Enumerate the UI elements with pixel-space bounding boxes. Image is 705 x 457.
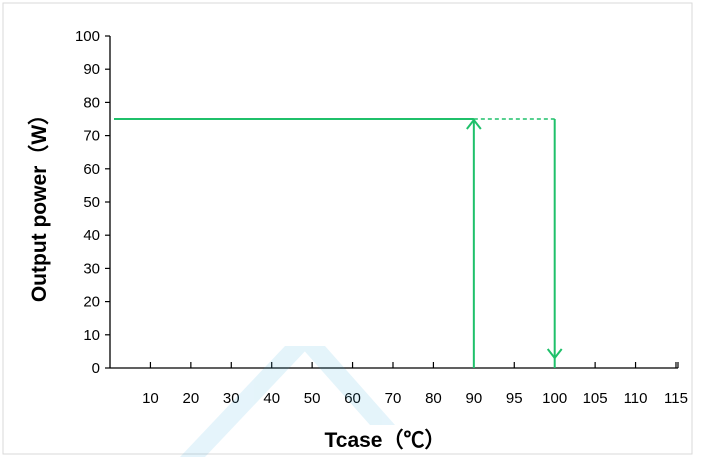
arrow-head <box>546 348 563 360</box>
y-tick-label: 70 <box>83 128 100 145</box>
y-tick-label: 0 <box>92 360 100 377</box>
y-axis-ticks: 0 10 20 30 40 50 60 70 80 90 100 <box>75 28 110 377</box>
series-group <box>114 118 563 368</box>
x-axis-title: Tcase（℃） <box>325 428 446 452</box>
x-tick-label: 70 <box>385 390 402 407</box>
x-axis-ticks: 10 20 30 40 50 60 70 80 90 95 100 105 110 115 <box>142 362 688 407</box>
x-tick-label: 50 <box>304 390 321 407</box>
y-tick-label: 90 <box>83 61 100 78</box>
y-tick-label: 30 <box>83 260 100 277</box>
y-tick-label: 10 <box>83 327 100 344</box>
y-tick-label: 50 <box>83 194 100 211</box>
chart-frame <box>2 2 693 455</box>
x-tick-label: 90 <box>465 390 482 407</box>
y-axis-title: Output power（W） <box>27 104 51 302</box>
x-tick-label: 80 <box>425 390 442 407</box>
x-tick-label: 30 <box>223 390 240 407</box>
x-tick-label: 20 <box>183 390 200 407</box>
x-tick-label: 40 <box>263 390 280 407</box>
y-tick-label: 20 <box>83 294 100 311</box>
y-tick-label: 100 <box>75 28 100 45</box>
x-tick-label: 105 <box>583 390 608 407</box>
x-tick-label: 95 <box>506 390 523 407</box>
x-tick-label: 60 <box>344 390 361 407</box>
x-tick-label: 110 <box>624 390 648 407</box>
watermark <box>180 346 395 457</box>
y-tick-label: 80 <box>83 94 100 111</box>
x-tick-label: 10 <box>142 390 159 407</box>
arrow-head <box>466 118 482 130</box>
x-tick-label: 115 <box>664 390 688 407</box>
y-tick-label: 60 <box>83 161 100 178</box>
x-tick-label: 100 <box>542 390 567 407</box>
y-tick-label: 40 <box>83 227 100 244</box>
axes <box>109 36 678 369</box>
